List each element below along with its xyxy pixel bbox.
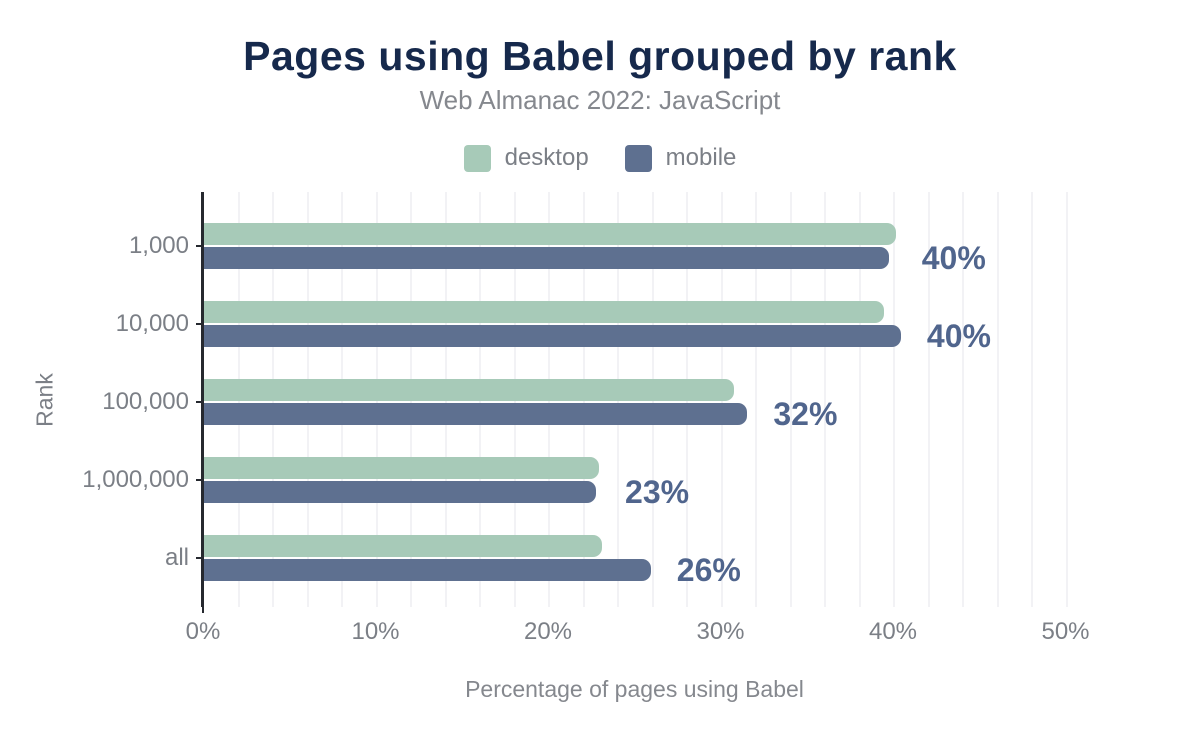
category-label: all [164,544,189,572]
bar-desktop-2 [204,379,734,402]
gridline [927,192,930,607]
category-tick [196,245,202,247]
bar-desktop-0 [204,223,896,245]
category-tick [196,401,202,404]
x-tick-label: 40% [868,618,918,645]
category-tick [196,557,202,560]
gridline [893,192,895,607]
bar-mobile-4 [204,559,651,582]
bar-desktop-4 [204,535,603,558]
bar-desktop-1 [204,301,884,324]
legend-swatch-desktop [463,144,491,172]
value-label: 40% [926,318,991,355]
gridline [755,192,757,607]
category-label: 10,000 [115,310,189,338]
gridline [789,192,792,607]
x-tick-label: 30% [696,618,745,645]
bar-mobile-2 [204,403,748,426]
gridline [824,192,826,607]
category-tick [196,479,202,482]
value-label: 26% [676,552,741,589]
value-label: 23% [625,474,690,511]
category-tick [196,323,202,326]
gridline [962,192,964,607]
zero-tick [202,607,204,613]
y-axis-line [201,192,204,607]
x-axis-title: Percentage of pages using Babel [465,676,804,702]
legend: desktop mobile [0,144,1200,172]
legend-swatch-mobile [624,144,652,172]
bar-mobile-3 [204,481,596,504]
gridline [1065,192,1068,607]
category-label: 1,000 [128,232,189,259]
chart-subtitle: Web Almanac 2022: JavaScript [419,85,781,115]
bar-desktop-3 [204,457,600,480]
legend-label-mobile: mobile [665,144,737,171]
category-label: 1,000,000 [82,466,189,494]
value-label: 32% [773,396,838,433]
chart-title: Pages using Babel grouped by rank [243,33,957,79]
legend-item-mobile: mobile [624,144,737,172]
legend-label-desktop: desktop [504,144,589,171]
x-tick-label: 10% [351,618,400,645]
gridline [858,192,861,607]
x-tick-label: 0% [185,618,221,645]
x-tick-label: 20% [523,618,573,645]
legend-item-desktop: desktop [463,144,589,172]
value-label: 40% [921,240,986,276]
bar-mobile-0 [204,247,889,269]
category-label: 100,000 [102,388,189,416]
gridline [1031,192,1033,607]
x-tick-label: 50% [1041,618,1090,645]
gridline [996,192,999,607]
bar-mobile-1 [204,325,901,348]
